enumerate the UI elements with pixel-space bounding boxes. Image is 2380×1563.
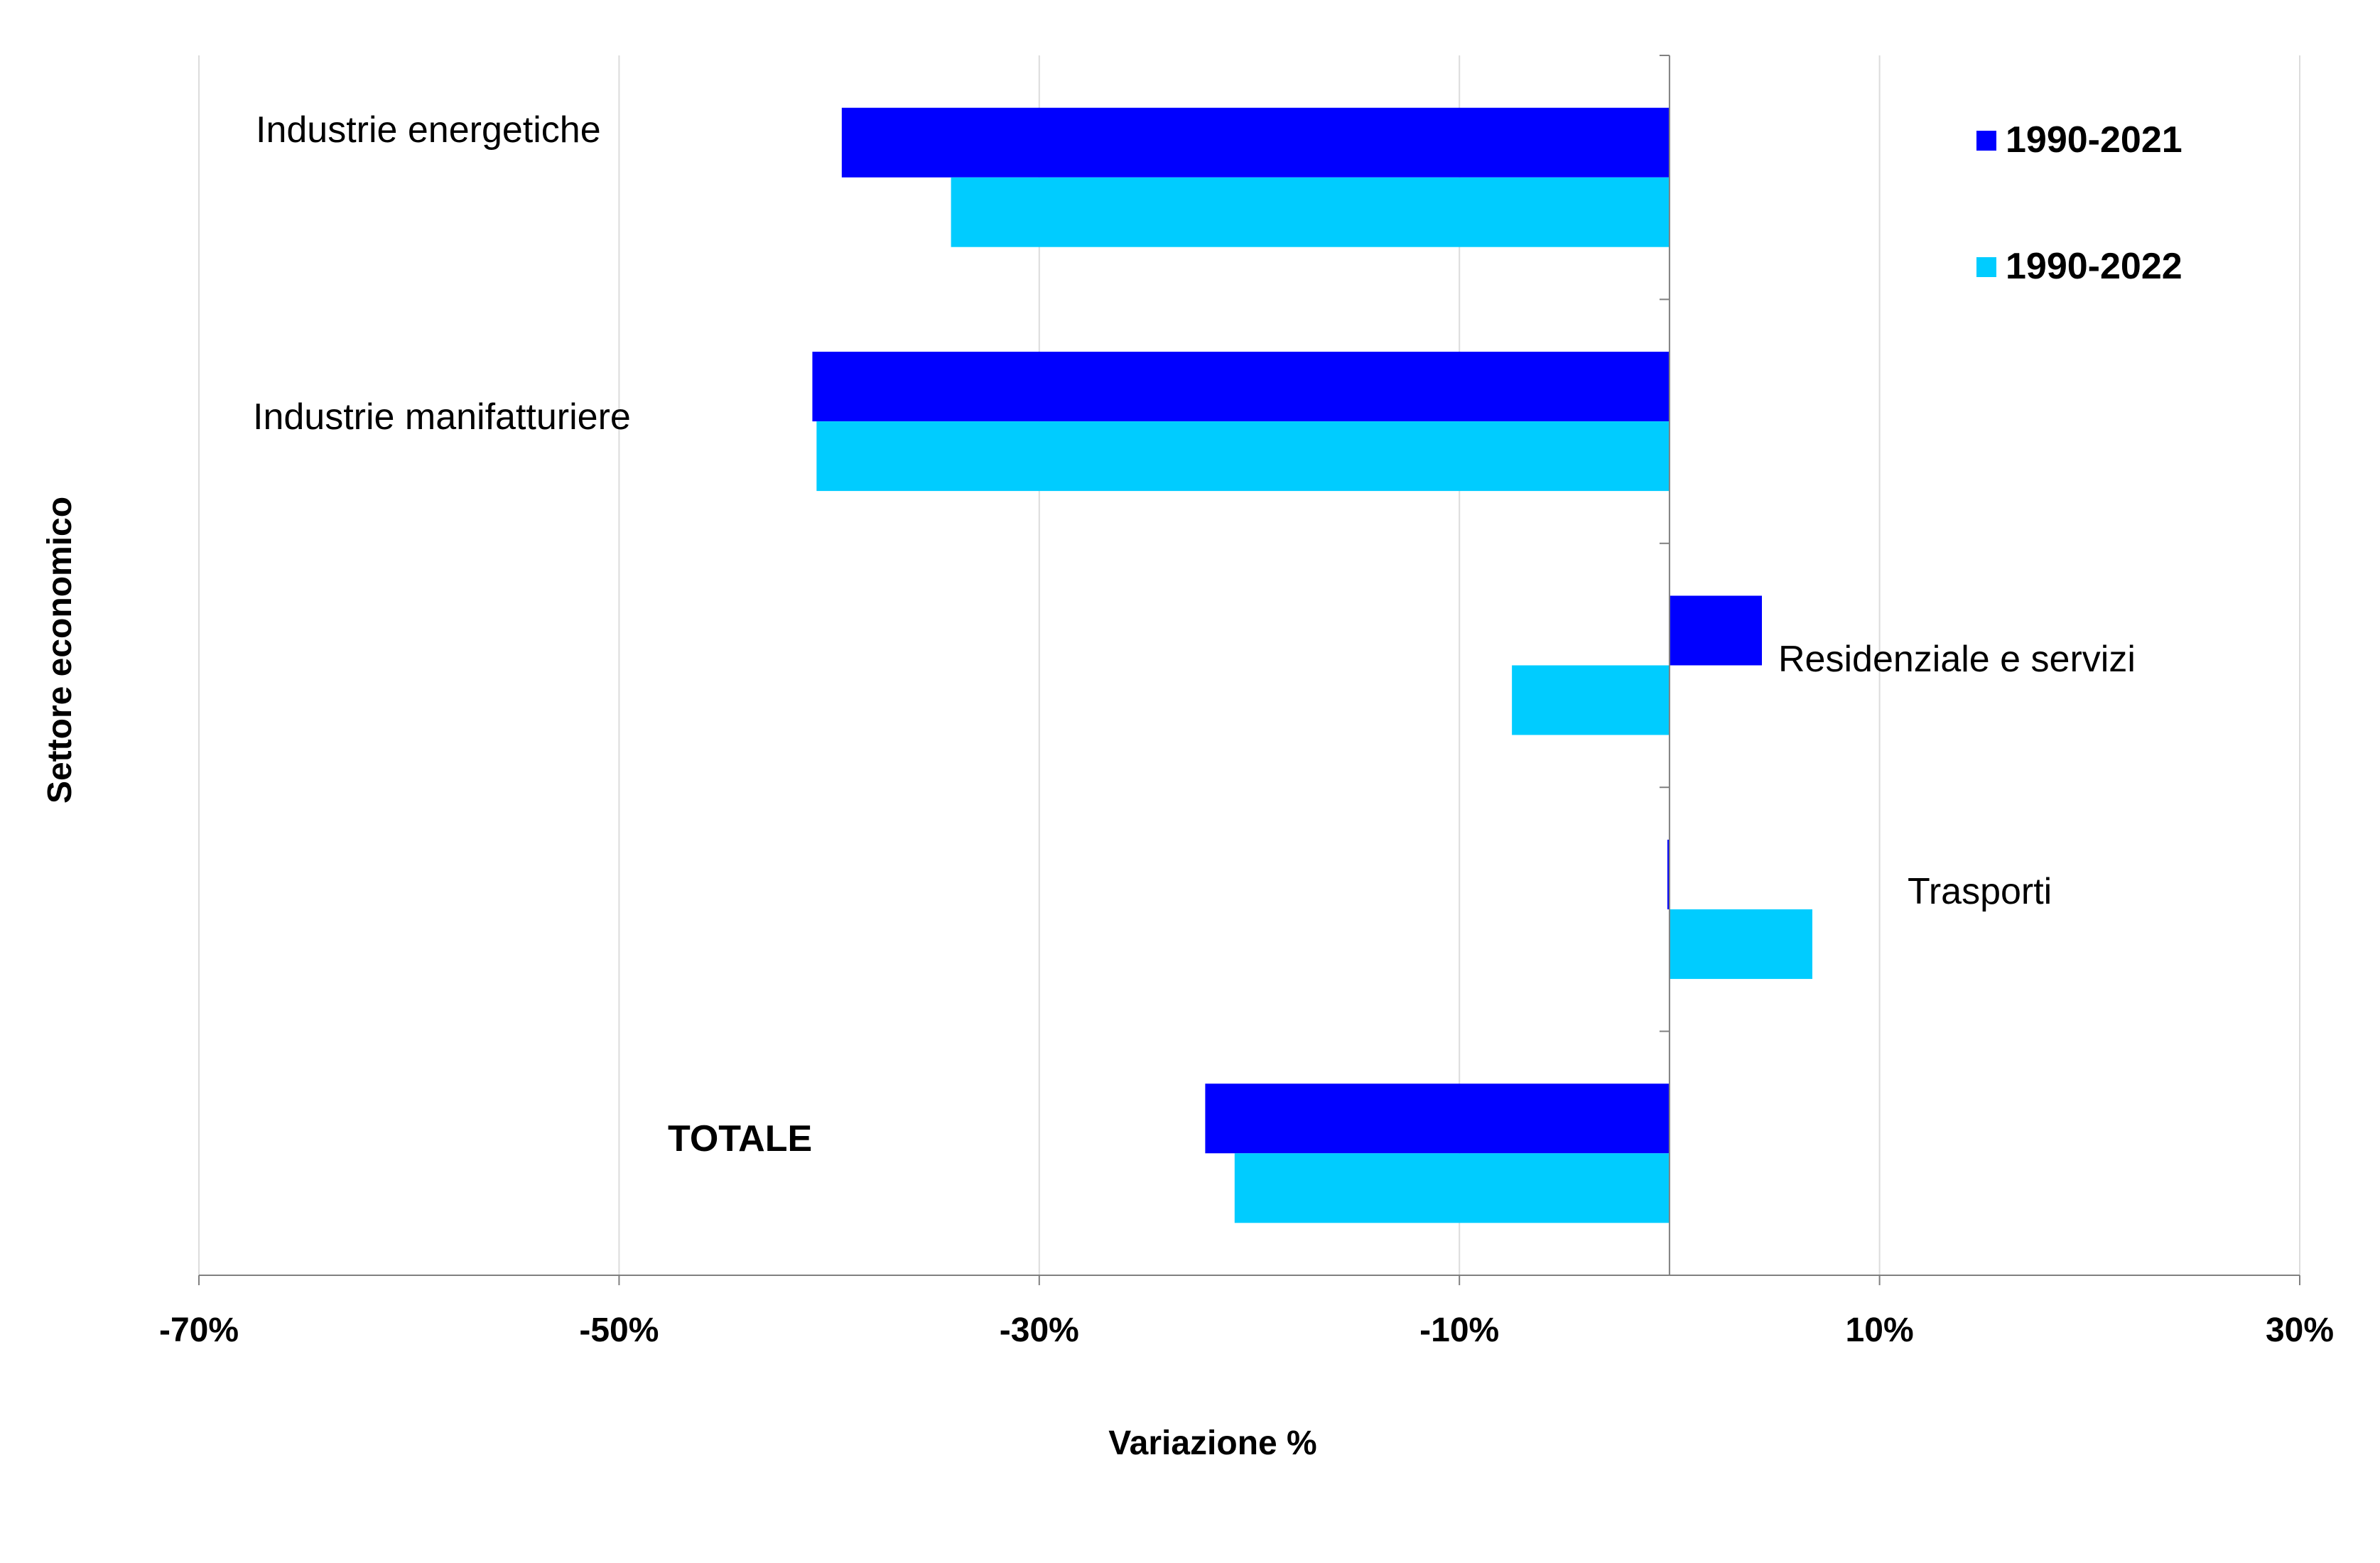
legend-swatch [1976,257,1996,277]
x-tick-label: 10% [1846,1311,1914,1349]
bar-1990-2022-2 [1512,665,1670,735]
bar-1990-2022-0 [951,177,1670,247]
bar-1990-2022-4 [1234,1153,1670,1223]
category-label: Industrie energetiche [256,109,601,151]
bar-1990-2021-1 [812,352,1670,422]
x-tick-label: 30% [2266,1311,2334,1349]
bar-1990-2021-0 [841,107,1670,178]
legend-swatch [1976,131,1996,151]
category-label: Trasporti [1908,871,2052,912]
bar-1990-2022-3 [1669,909,1812,979]
x-tick-label: -30% [1000,1311,1079,1349]
legend-label: 1990-2021 [2006,119,2182,161]
bar-1990-2021-3 [1667,839,1670,909]
x-tick-label: -10% [1419,1311,1499,1349]
bar-1990-2021-2 [1669,595,1763,666]
bar-1990-2021-4 [1205,1083,1670,1154]
x-tick-label: -50% [579,1311,659,1349]
x-axis-title: Variazione % [1108,1424,1316,1462]
category-label: Industrie manifatturiere [253,396,631,438]
y-axis-title: Settore economico [41,497,79,804]
bar-1990-2022-1 [816,421,1670,492]
legend-label: 1990-2022 [2006,246,2182,287]
category-label: TOTALE [668,1118,812,1159]
category-label: Residenziale e servizi [1778,639,2136,680]
x-tick-label: -70% [159,1311,239,1349]
